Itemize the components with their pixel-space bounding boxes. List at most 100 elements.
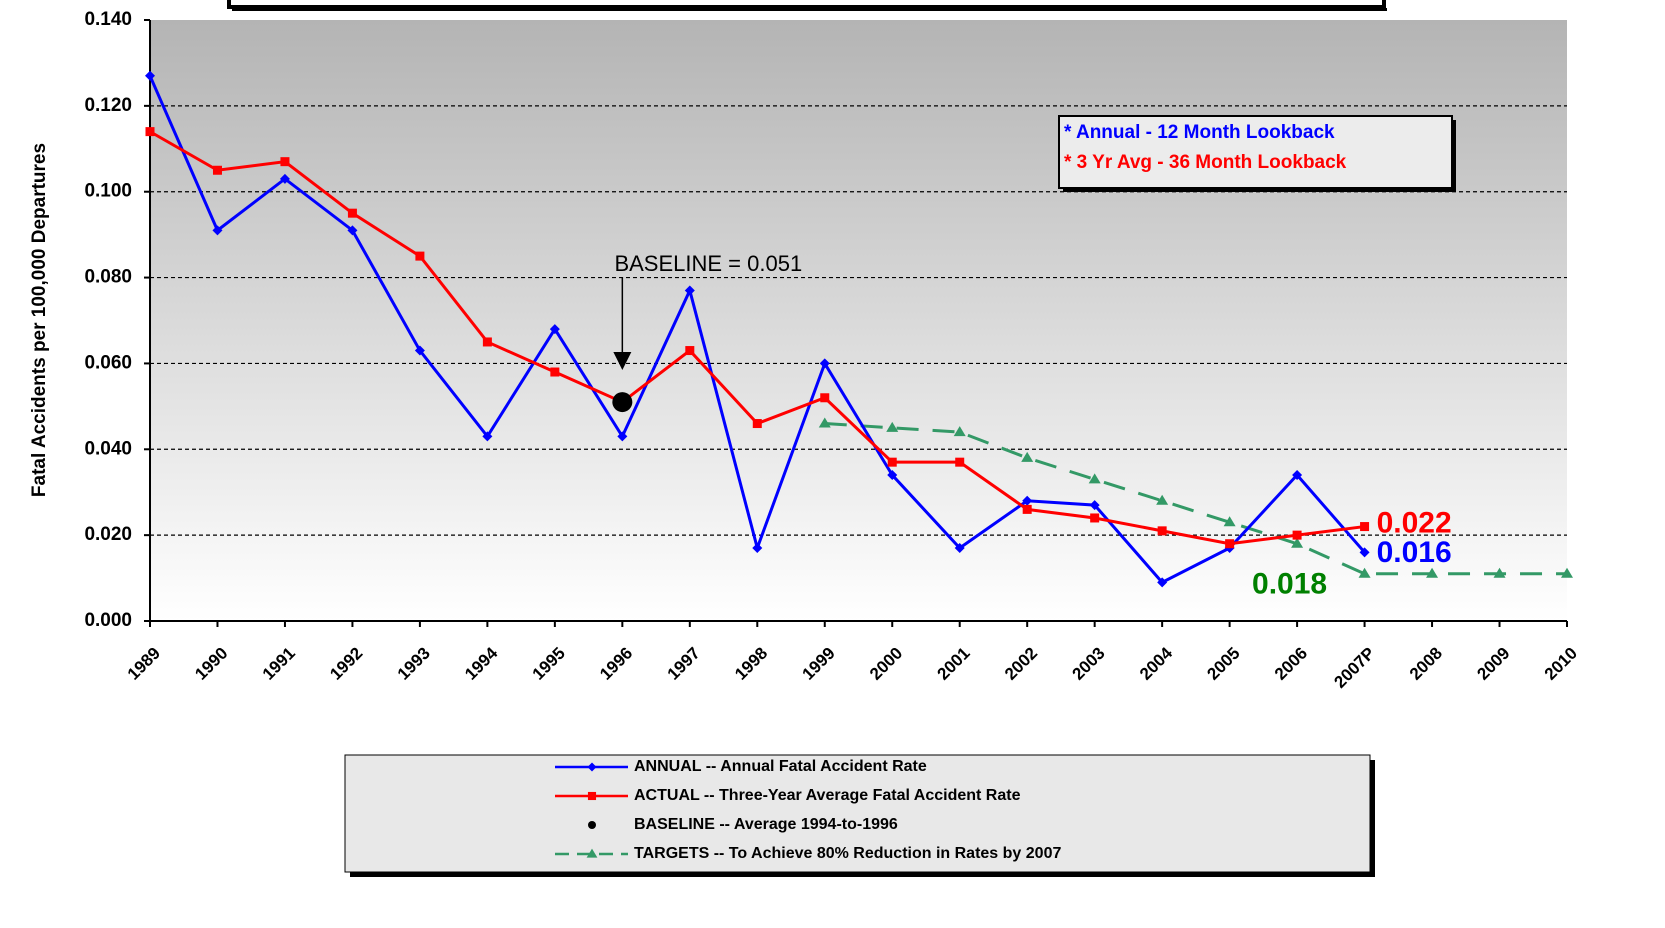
x-tick-label: 2004 xyxy=(1136,643,1177,684)
x-tick-label: 1994 xyxy=(461,643,502,684)
note: * 3 Yr Avg - 36 Month Lookback xyxy=(1064,152,1347,173)
y-tick-label: 0.020 xyxy=(84,524,132,545)
point xyxy=(212,165,222,175)
point xyxy=(415,251,425,261)
series-line xyxy=(824,422,1567,576)
point xyxy=(617,431,628,442)
x-tick-label: 1992 xyxy=(326,644,366,684)
point xyxy=(887,470,898,481)
x-tick-label: 2007P xyxy=(1330,644,1378,692)
point xyxy=(1157,526,1167,536)
point xyxy=(887,457,897,467)
y-axis-label: Fatal Accidents per 100,000 Departures xyxy=(29,143,50,497)
legend-marker xyxy=(587,762,597,772)
point xyxy=(1225,539,1235,549)
legend-label: ANNUAL -- Annual Fatal Accident Rate xyxy=(634,758,927,775)
point xyxy=(1021,451,1034,462)
point xyxy=(1291,537,1304,548)
x-tick-label: 1989 xyxy=(124,644,164,684)
x-tick-label: 2000 xyxy=(866,644,906,684)
x-tick-label: 1996 xyxy=(596,644,636,684)
y-tick-label: 0.080 xyxy=(84,267,132,288)
legend-label: BASELINE -- Average 1994-to-1996 xyxy=(634,816,898,833)
data-label: 0.016 xyxy=(1377,536,1452,569)
x-tick-label: 2005 xyxy=(1203,644,1243,684)
y-tick-label: 0.140 xyxy=(84,9,132,30)
point xyxy=(1360,522,1370,532)
point xyxy=(1022,504,1032,514)
data-label: 0.022 xyxy=(1377,506,1452,539)
point xyxy=(145,70,155,81)
point xyxy=(955,457,965,467)
x-tick-label: 2006 xyxy=(1271,644,1311,684)
x-tick-label: 1998 xyxy=(731,644,771,684)
x-tick-label: 1990 xyxy=(191,644,231,684)
x-tick-label: 2001 xyxy=(934,644,974,684)
point xyxy=(549,324,560,335)
x-tick-label: 1993 xyxy=(394,644,434,684)
point xyxy=(752,419,762,429)
point xyxy=(954,543,965,554)
point xyxy=(1493,567,1506,578)
point xyxy=(752,543,763,554)
point xyxy=(482,431,493,442)
y-tick-label: 0.100 xyxy=(84,181,132,202)
x-tick-label: 1997 xyxy=(664,644,704,684)
point xyxy=(1157,577,1168,588)
point xyxy=(1223,516,1236,527)
point xyxy=(1358,567,1371,578)
x-tick-label: 2002 xyxy=(1001,644,1041,684)
annotation: BASELINE = 0.051 xyxy=(614,251,802,276)
point xyxy=(684,285,695,296)
point xyxy=(1089,500,1100,511)
point xyxy=(1022,495,1033,506)
notes-box xyxy=(1058,115,1453,189)
point xyxy=(414,345,425,356)
x-tick-label: 2010 xyxy=(1541,644,1581,684)
point xyxy=(145,127,155,137)
x-tick-label: 2009 xyxy=(1473,644,1513,684)
point xyxy=(550,367,560,377)
x-tick-label: 1999 xyxy=(799,644,839,684)
point xyxy=(1090,513,1100,523)
point xyxy=(1156,494,1169,505)
point xyxy=(482,337,492,347)
legend-marker xyxy=(586,848,598,858)
legend-label: ACTUAL -- Three-Year Average Fatal Accid… xyxy=(634,787,1021,804)
point xyxy=(279,173,290,184)
legend-marker xyxy=(588,821,596,829)
y-tick-label: 0.000 xyxy=(84,610,132,631)
legend-box xyxy=(344,754,1371,873)
title-box xyxy=(227,0,1386,9)
point xyxy=(1088,473,1101,484)
plot-area xyxy=(150,20,1567,621)
x-tick-label: 1991 xyxy=(259,644,299,684)
point xyxy=(886,421,899,432)
legend-label: TARGETS -- To Achieve 80% Reduction in R… xyxy=(634,845,1061,862)
y-tick-label: 0.040 xyxy=(84,438,132,459)
point xyxy=(280,157,290,167)
point xyxy=(612,392,633,413)
point xyxy=(1561,567,1573,578)
point xyxy=(820,393,830,403)
point xyxy=(347,225,358,236)
annotation-arrowhead xyxy=(613,352,632,370)
point xyxy=(1292,470,1303,481)
point xyxy=(685,346,695,356)
x-tick-label: 1995 xyxy=(529,644,569,684)
note: * Annual - 12 Month Lookback xyxy=(1064,122,1335,143)
x-tick-label: 2008 xyxy=(1406,644,1446,684)
point xyxy=(347,208,357,218)
point xyxy=(212,225,223,236)
title-box-shadow xyxy=(232,8,1387,11)
point xyxy=(1426,567,1439,578)
point xyxy=(1292,530,1302,540)
point xyxy=(819,358,830,369)
y-tick-label: 0.120 xyxy=(84,95,132,116)
point xyxy=(818,417,831,428)
y-tick-label: 0.060 xyxy=(84,352,132,373)
x-tick-label: 2003 xyxy=(1068,644,1108,684)
legend-marker xyxy=(587,791,597,801)
point xyxy=(1359,547,1370,558)
